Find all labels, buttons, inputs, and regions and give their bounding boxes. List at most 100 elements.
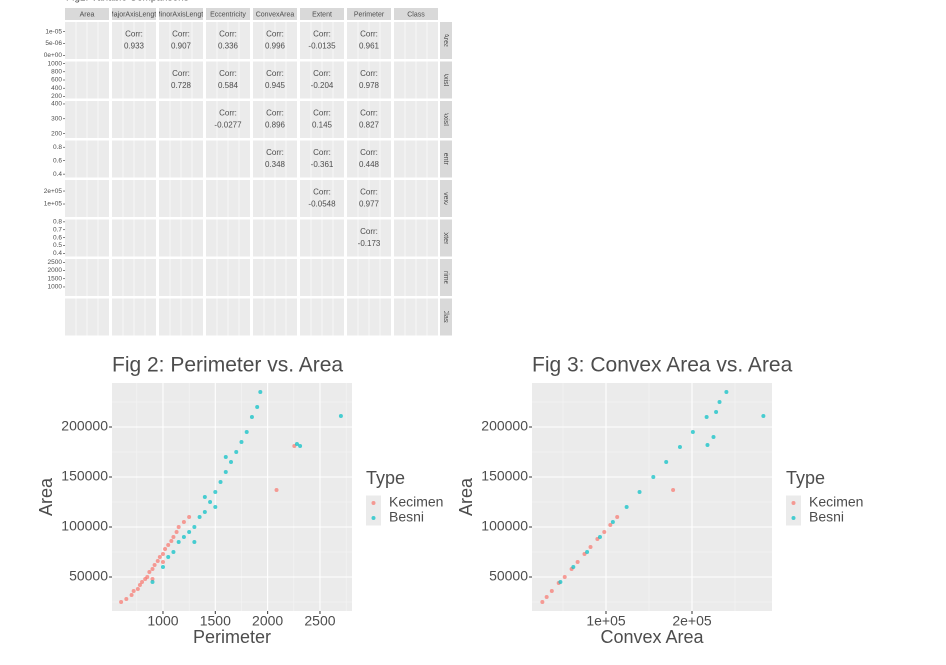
point bbox=[223, 455, 228, 459]
corr-value: -0.0548 bbox=[308, 200, 336, 209]
strip bbox=[112, 8, 156, 20]
strip bbox=[440, 101, 452, 138]
y-tick-label: 200000 bbox=[61, 418, 108, 434]
point bbox=[169, 539, 174, 543]
point bbox=[651, 475, 656, 479]
corr-value: 0.907 bbox=[171, 42, 192, 51]
strip bbox=[440, 22, 452, 59]
corr-label: Corr: bbox=[266, 109, 284, 118]
y-tick-label: 0.6 bbox=[53, 234, 62, 241]
y-tick-label: 2000 bbox=[48, 267, 63, 274]
point bbox=[637, 490, 642, 494]
strip-label: Class bbox=[407, 11, 425, 18]
point bbox=[562, 575, 567, 579]
chart-title: Fig 3: Convex Area vs. Area bbox=[532, 354, 793, 377]
point bbox=[624, 505, 629, 509]
point bbox=[704, 415, 709, 419]
corr-label: Corr: bbox=[360, 148, 378, 157]
y-tick-label: 1e+05 bbox=[44, 201, 63, 208]
y-tick-label: 200 bbox=[51, 93, 62, 100]
point bbox=[171, 535, 176, 539]
point bbox=[677, 445, 682, 449]
strip bbox=[440, 259, 452, 296]
point bbox=[187, 530, 192, 534]
corr-value: -0.361 bbox=[311, 160, 334, 169]
point bbox=[549, 589, 554, 593]
legend-title: Type bbox=[366, 468, 405, 488]
point bbox=[602, 530, 607, 534]
point bbox=[163, 547, 168, 551]
corr-label: Corr: bbox=[266, 69, 284, 78]
y-tick-label: 0.5 bbox=[53, 242, 62, 249]
corr-value: 0.584 bbox=[218, 81, 239, 90]
y-tick-label: 600 bbox=[51, 77, 62, 84]
strip-label: Extent bbox=[442, 228, 449, 248]
corr-value: 0.336 bbox=[218, 42, 239, 51]
corr-label: Corr: bbox=[360, 109, 378, 118]
y-tick-label: 5e-06 bbox=[45, 40, 62, 47]
point bbox=[213, 490, 218, 494]
y-tick-label: 800 bbox=[51, 68, 62, 75]
strip bbox=[440, 140, 452, 178]
legend-label: Kecimen bbox=[389, 494, 443, 510]
corr-value: 0.933 bbox=[124, 42, 145, 51]
corr-value: 0.945 bbox=[265, 81, 286, 90]
corr-value: -0.204 bbox=[311, 81, 334, 90]
strip bbox=[253, 8, 297, 20]
corr-label: Corr: bbox=[360, 188, 378, 197]
strip-label: Eccentricity bbox=[442, 141, 449, 177]
point bbox=[145, 575, 150, 579]
y-tick-label: 0.4 bbox=[53, 250, 62, 257]
y-axis-label: Area bbox=[456, 477, 476, 516]
y-tick-label: 0e+00 bbox=[44, 52, 63, 59]
y-tick-label: 2500 bbox=[48, 259, 63, 266]
strip bbox=[440, 61, 452, 99]
point bbox=[202, 510, 207, 514]
point bbox=[223, 470, 228, 474]
corr-value: 0.978 bbox=[359, 81, 380, 90]
corr-label: Corr: bbox=[125, 30, 143, 39]
strip bbox=[159, 8, 203, 20]
strip-label: ConvexArea bbox=[442, 179, 449, 218]
legend-symbol bbox=[791, 516, 796, 520]
corr-value: 0.977 bbox=[359, 200, 380, 209]
strip-label: Class bbox=[442, 308, 449, 326]
point bbox=[171, 550, 176, 554]
point bbox=[540, 600, 545, 604]
point bbox=[160, 565, 165, 569]
point bbox=[705, 443, 710, 447]
corr-label: Corr: bbox=[360, 69, 378, 78]
strip-label: Perimeter bbox=[442, 262, 449, 293]
corr-value: -0.173 bbox=[358, 239, 381, 248]
legend-label: Besni bbox=[389, 509, 424, 525]
legend-label: Kecimen bbox=[809, 494, 863, 510]
point bbox=[711, 435, 716, 439]
y-tick-label: 150000 bbox=[61, 468, 108, 484]
legend-symbol bbox=[371, 501, 376, 505]
point bbox=[160, 552, 165, 556]
x-tick-label: 1e+05 bbox=[586, 613, 626, 629]
y-tick-label: 1500 bbox=[48, 275, 63, 282]
y-tick-label: 1000 bbox=[48, 60, 63, 67]
point bbox=[213, 505, 218, 509]
point bbox=[717, 400, 722, 404]
corr-value: 0.996 bbox=[265, 42, 286, 51]
strip-label: MinorAxisLength bbox=[442, 93, 449, 145]
point bbox=[192, 525, 197, 529]
corr-label: Corr: bbox=[219, 69, 237, 78]
point bbox=[588, 545, 593, 549]
point bbox=[150, 567, 155, 571]
corr-value: 0.728 bbox=[171, 81, 192, 90]
point bbox=[558, 580, 563, 584]
x-axis-label: Perimeter bbox=[193, 627, 271, 647]
point bbox=[160, 560, 165, 564]
point bbox=[610, 520, 615, 524]
point bbox=[176, 525, 181, 529]
point bbox=[218, 480, 223, 484]
corr-value: 0.348 bbox=[265, 160, 286, 169]
point bbox=[155, 559, 160, 563]
y-tick-label: 200000 bbox=[481, 418, 528, 434]
corr-value: 0.961 bbox=[359, 42, 380, 51]
